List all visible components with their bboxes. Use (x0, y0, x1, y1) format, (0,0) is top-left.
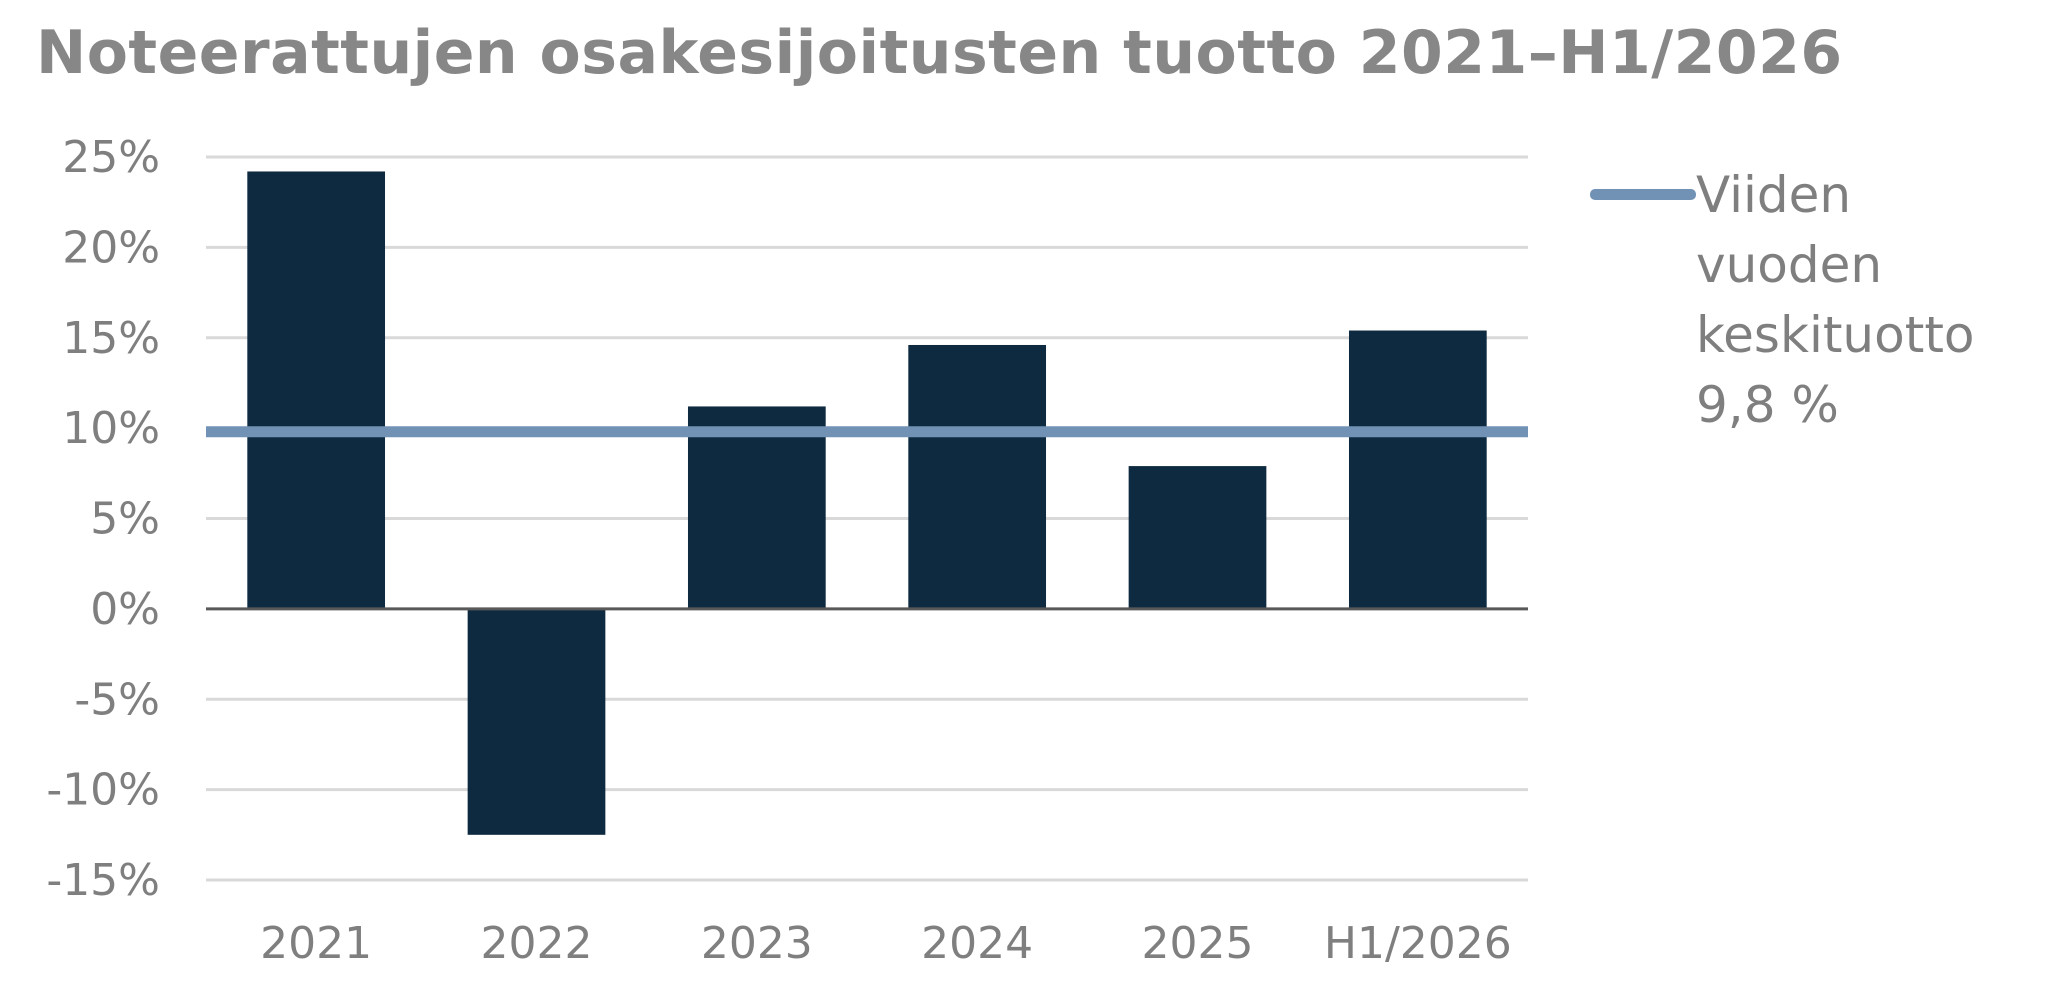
y-tick-label: 25% (62, 132, 160, 183)
y-tick-label: -15% (46, 855, 160, 906)
x-tick-label: H1/2026 (1324, 918, 1512, 969)
bar (687, 406, 826, 609)
bar (908, 344, 1047, 609)
bars (247, 171, 1487, 835)
y-tick-label: 5% (90, 494, 160, 545)
gridlines (206, 155, 1528, 882)
x-tick-label: 2022 (481, 918, 593, 969)
chart-title: Noteerattujen osakesijoitusten tuotto 20… (36, 18, 1843, 88)
x-tick-label: 2024 (921, 918, 1033, 969)
y-tick-label: 10% (62, 403, 160, 454)
x-tick-label: 2023 (701, 918, 813, 969)
legend-swatch (1590, 189, 1696, 200)
bar (467, 608, 606, 835)
y-tick-label: 0% (90, 584, 160, 635)
x-tick-label: 2025 (1142, 918, 1254, 969)
y-axis-tick-labels: 25% 20% 15% 10% 5% 0% -5% -10% -15% (46, 132, 160, 906)
legend-label: Viiden vuoden keskituotto 9,8 % (1696, 166, 1975, 434)
x-tick-label: 2021 (260, 918, 372, 969)
x-axis-tick-labels: 2021 2022 2023 2024 2025 H1/2026 (260, 918, 1512, 969)
bar (247, 171, 386, 609)
y-tick-label: 20% (62, 222, 160, 273)
bar (1348, 330, 1487, 609)
y-tick-label: -10% (46, 765, 160, 816)
bar (1128, 466, 1267, 609)
y-tick-label: 15% (62, 313, 160, 364)
y-tick-label: -5% (74, 674, 160, 725)
